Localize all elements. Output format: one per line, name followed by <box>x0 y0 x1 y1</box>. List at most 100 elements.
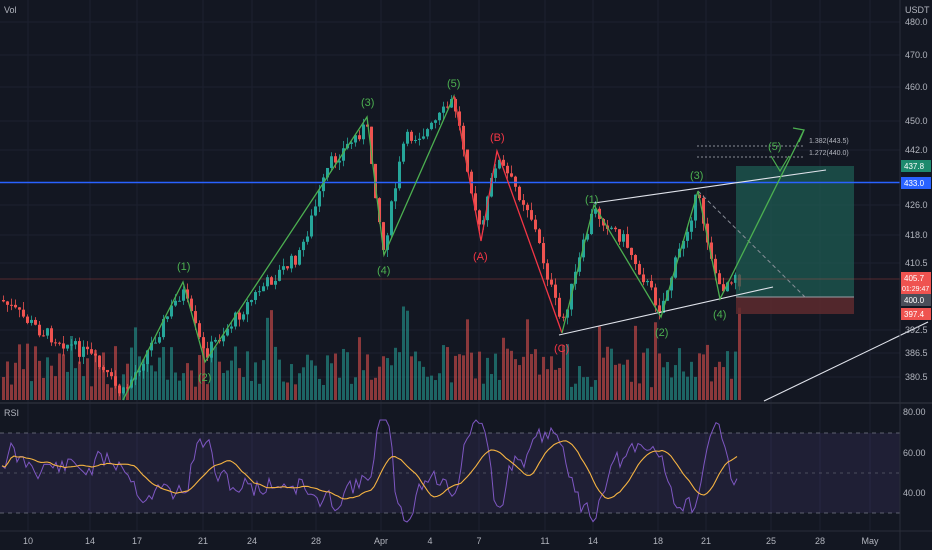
volume-bar <box>406 310 409 400</box>
volume-bar <box>306 354 309 400</box>
volume-bar <box>242 377 245 400</box>
candle-body <box>378 198 381 223</box>
price-tick: 418.0 <box>905 230 928 240</box>
volume-bar <box>566 344 569 400</box>
rsi-tick-40: 40.00 <box>903 488 926 498</box>
wave-label-5a: (5) <box>447 78 460 90</box>
candle-body <box>394 188 397 202</box>
dashed-projection-line <box>697 190 807 299</box>
channel-upper-line[interactable] <box>593 169 827 204</box>
time-tick: 18 <box>653 536 663 546</box>
volume-bar <box>726 351 729 400</box>
volume-bar <box>546 369 549 400</box>
volume-bar <box>110 387 113 400</box>
wave-label-5b: (5) <box>768 141 781 153</box>
candle-body <box>446 106 449 108</box>
volume-bar <box>102 352 105 400</box>
volume-bar <box>534 349 537 400</box>
price-tick: 392.5 <box>905 325 928 335</box>
stop-zone[interactable] <box>736 297 854 314</box>
candle-body <box>30 319 33 323</box>
candle-body <box>642 274 645 283</box>
volume-bar <box>226 370 229 400</box>
volume-bar <box>34 346 37 400</box>
candle-body <box>306 236 309 242</box>
trend-line-lower-right[interactable] <box>763 321 929 402</box>
candle-body <box>618 229 621 242</box>
volume-bar <box>190 370 193 400</box>
candle-body <box>226 328 229 336</box>
volume-bar <box>522 356 525 400</box>
candle-body <box>602 218 605 226</box>
volume-bar <box>394 347 397 400</box>
candle-body <box>458 111 461 126</box>
candle-body <box>86 346 89 350</box>
volume-bar <box>470 352 473 400</box>
volume-bar <box>178 380 181 400</box>
candle-body <box>478 210 481 225</box>
tag-stop-text: 397.4 <box>904 310 925 319</box>
volume-bar <box>730 378 733 400</box>
volume-bar <box>94 350 97 400</box>
price-tick: 426.0 <box>905 200 928 210</box>
candle-body <box>250 300 253 303</box>
volume-bar <box>558 367 561 400</box>
candle-body <box>410 131 413 141</box>
candle-body <box>66 344 69 349</box>
candle-body <box>126 387 129 389</box>
candle-body <box>398 161 401 189</box>
rsi-tick-80: 80.00 <box>903 407 926 417</box>
candle-body <box>402 143 405 162</box>
correction-wave-abc[interactable] <box>453 95 563 334</box>
candle-body <box>506 165 509 174</box>
volume-bar <box>78 361 81 400</box>
volume-bar <box>286 382 289 400</box>
volume-bar <box>182 373 185 400</box>
tag-current-text: 405.7 <box>904 274 925 283</box>
volume-bar <box>166 379 169 400</box>
volume-bar <box>158 357 161 400</box>
volume-bar <box>346 352 349 400</box>
volume-bar <box>638 383 641 400</box>
volume-bar <box>362 370 365 400</box>
volume-bar <box>442 345 445 400</box>
target-zone[interactable] <box>736 166 854 297</box>
channel-lower-line[interactable] <box>558 286 774 336</box>
volume-bar <box>206 384 209 400</box>
candle-body <box>694 194 697 221</box>
candle-body <box>490 177 493 197</box>
volume-bar <box>262 360 265 400</box>
price-axis[interactable]: 480.0 470.0 460.0 450.0 442.0 426.0 418.0 410.5… <box>905 17 928 382</box>
candle-body <box>514 176 517 187</box>
volume-bar <box>650 387 653 400</box>
wave-label-A: (A) <box>473 251 488 263</box>
candle-body <box>530 210 533 220</box>
time-tick: 24 <box>247 536 257 546</box>
time-axis[interactable]: 10 14 17 21 24 28 Apr 4 7 11 14 18 21 25 28 May <box>23 536 879 546</box>
volume-bar <box>322 384 325 400</box>
volume-bar <box>82 376 85 400</box>
volume-bar <box>366 354 369 400</box>
volume-bar <box>18 344 21 400</box>
candle-body <box>314 206 317 216</box>
volume-bar <box>98 366 101 400</box>
candle-body <box>334 156 337 163</box>
impulse-wave-2[interactable] <box>561 129 805 334</box>
candle-body <box>482 220 485 225</box>
volume-bar <box>338 377 341 400</box>
volume-bar <box>518 365 521 400</box>
volume-bar <box>706 344 709 400</box>
candle-body <box>362 124 365 140</box>
rsi-line <box>1 419 738 523</box>
candle-body <box>142 364 145 371</box>
volume-bar <box>426 376 429 400</box>
candle-body <box>442 106 445 113</box>
volume-bar <box>602 357 605 400</box>
candle-body <box>550 279 553 285</box>
candle-body <box>330 156 333 168</box>
volume-bar <box>30 381 33 400</box>
volume-bar <box>154 371 157 400</box>
volume-bar <box>270 310 273 400</box>
volume-bar <box>414 351 417 400</box>
